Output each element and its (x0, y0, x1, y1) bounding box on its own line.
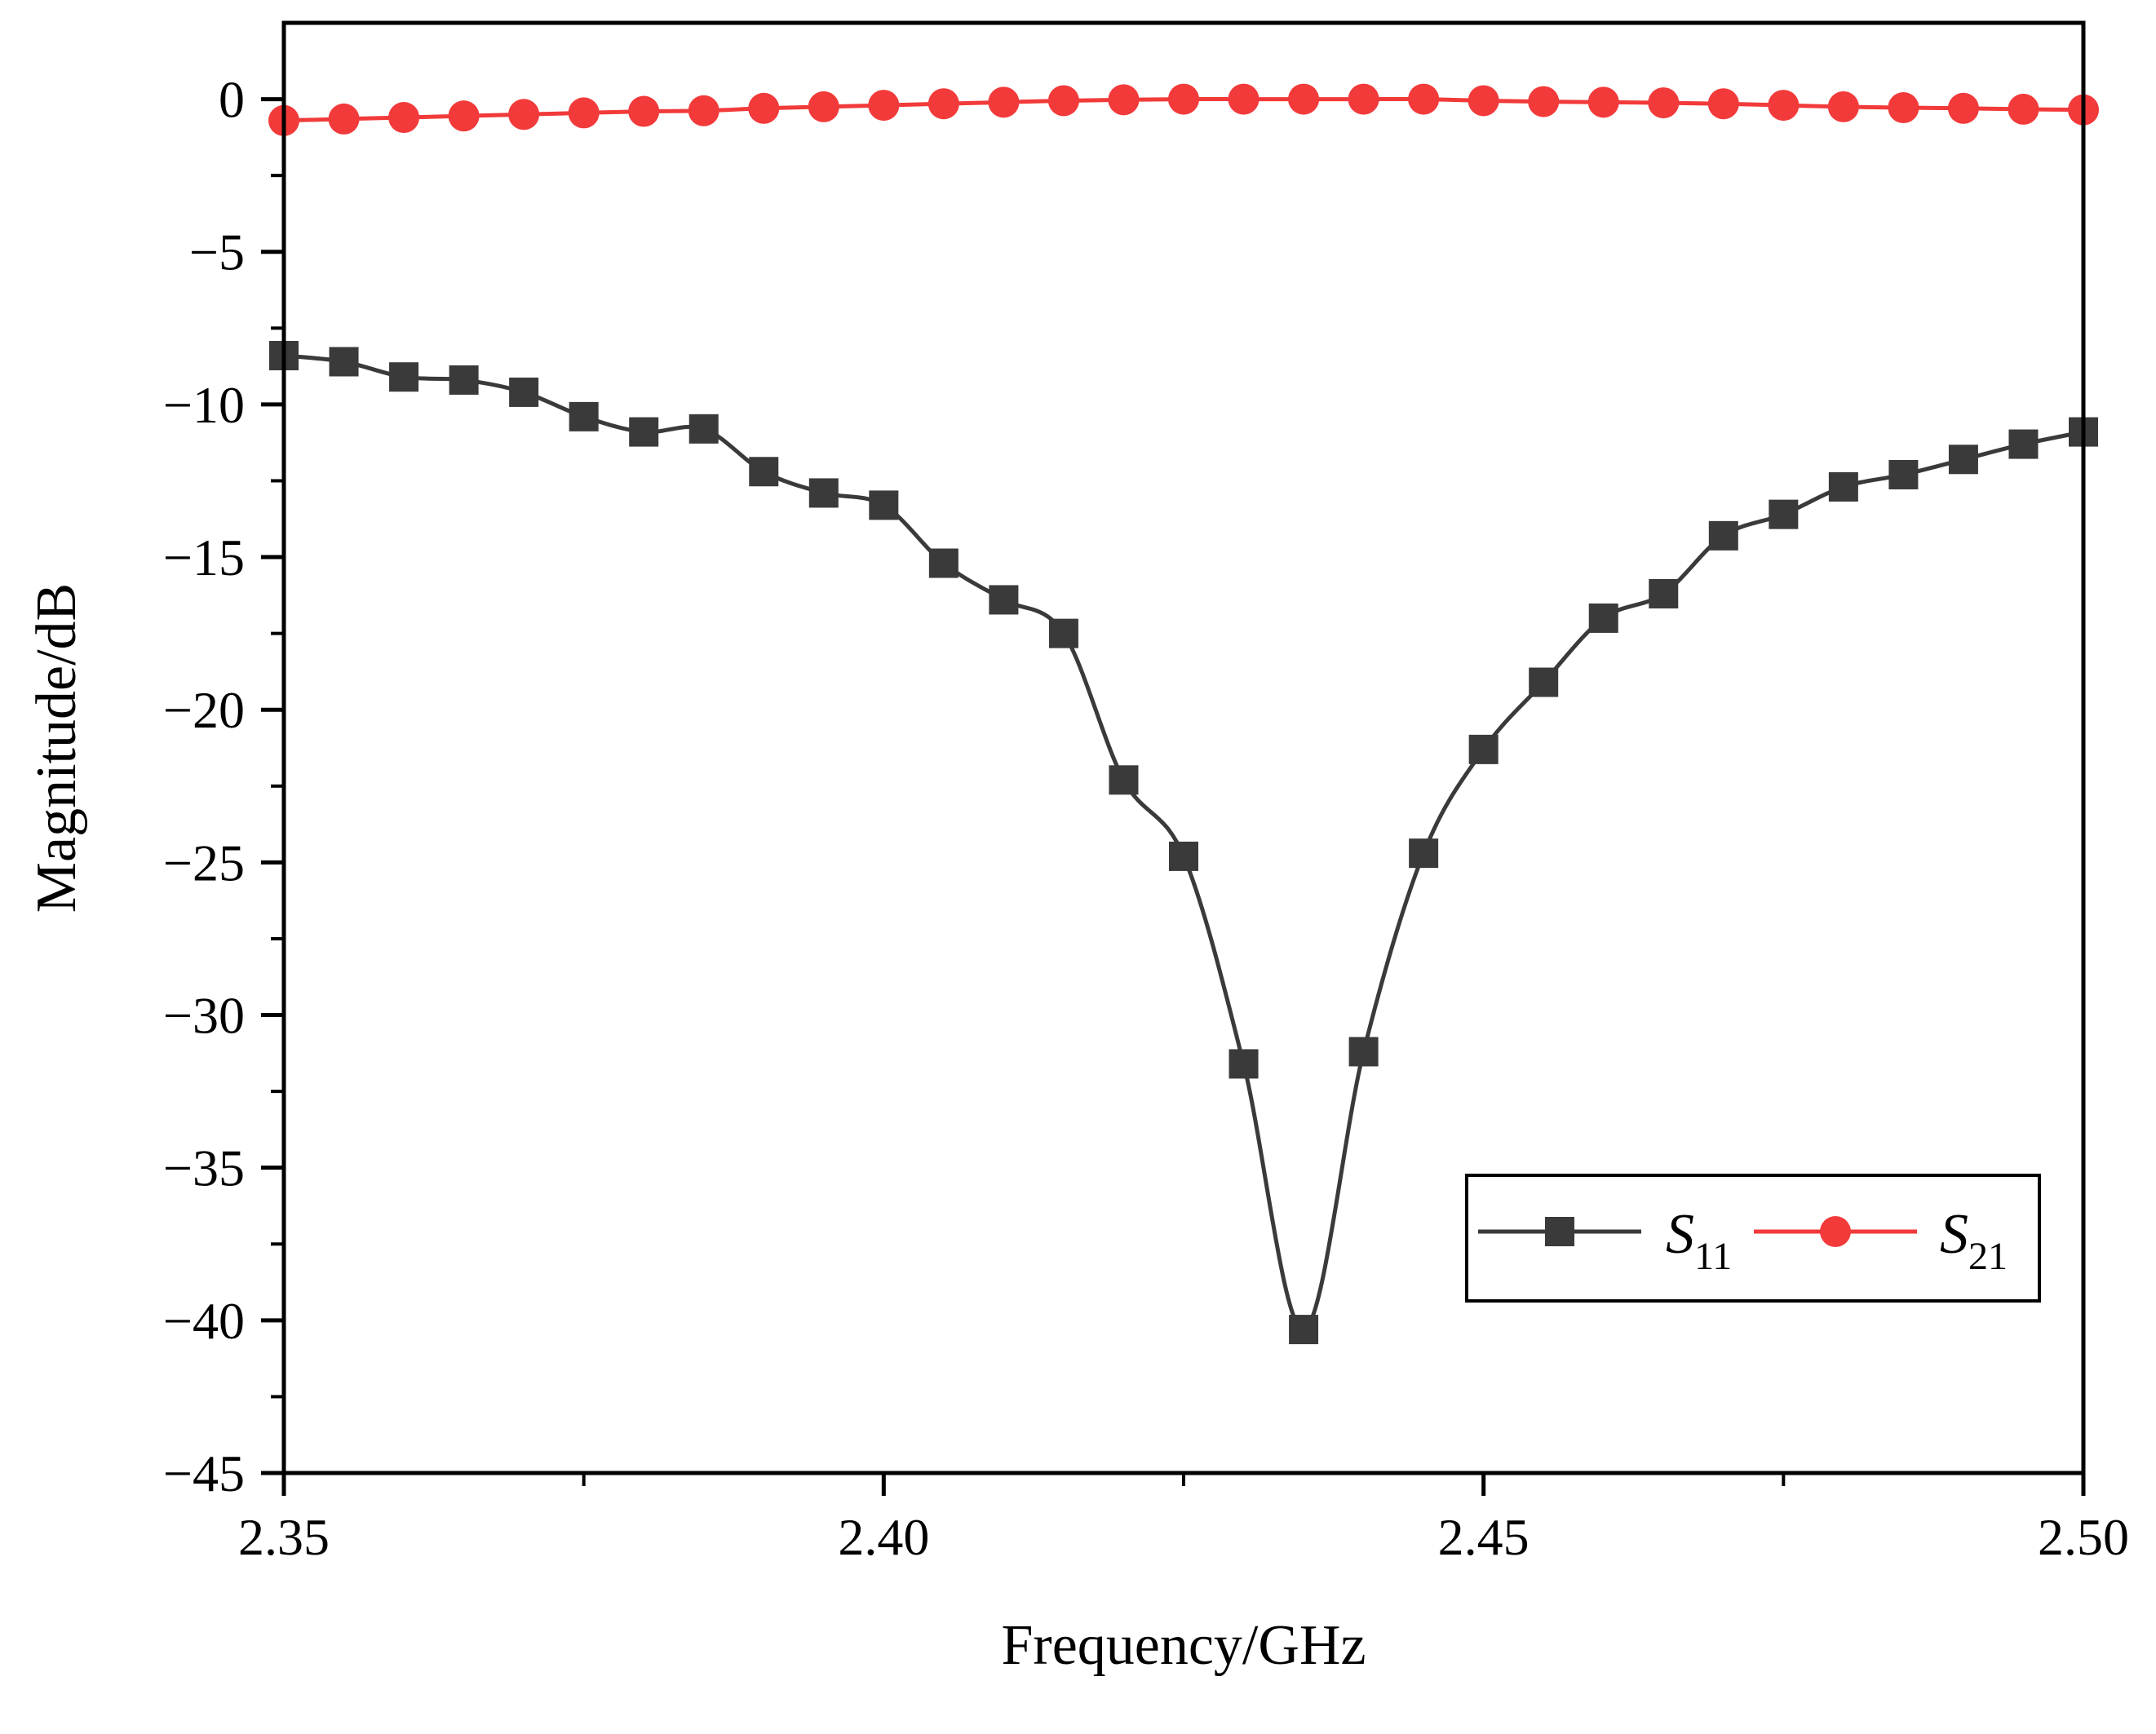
x-tick-label: 2.45 (1438, 1508, 1530, 1566)
x-axis: 2.35 2.40 2.45 2.50 (238, 1473, 2129, 1566)
s21-point (1288, 83, 1320, 115)
s21-point (1768, 90, 1800, 122)
s11-point (1649, 578, 1679, 608)
s21-point (1468, 85, 1499, 117)
s11-point (1409, 838, 1439, 869)
s11-point (1348, 1037, 1379, 1067)
y-tick-label: −45 (163, 1444, 245, 1502)
legend-s21-label: S21 (1940, 1203, 2008, 1278)
s11-point (1289, 1315, 1319, 1345)
y-tick-label: −40 (163, 1292, 245, 1350)
s21-point (1827, 91, 1859, 122)
s21-point (2008, 93, 2039, 125)
s11-point (688, 414, 719, 444)
s21-point (1108, 84, 1140, 116)
legend-s21-main: S (1940, 1203, 1968, 1266)
y-axis: 0 −5 −10 −15 −20 −25 −30 −35 −40 −45 (163, 71, 284, 1502)
s11-point (1529, 667, 1559, 697)
s21-point (1648, 87, 1680, 119)
s21-point (508, 99, 540, 130)
s21-point (988, 86, 1020, 118)
legend-box (1465, 1174, 2041, 1303)
s11-point (1229, 1049, 1259, 1079)
s11-point (1828, 471, 1858, 502)
s21-point (1528, 86, 1560, 117)
x-axis-title: Frequency/GHz (1001, 1614, 1366, 1677)
x-tick-label: 2.40 (838, 1508, 929, 1566)
s11-point (1948, 445, 1978, 475)
legend-s21-marker (1820, 1216, 1851, 1247)
s11-series (269, 341, 2098, 1345)
s11-point (1769, 499, 1799, 529)
s11-point (1588, 603, 1618, 633)
x-tick-label: 2.35 (238, 1508, 330, 1566)
s21-point (328, 103, 360, 135)
y-tick-label: −35 (163, 1139, 245, 1197)
y-tick-label: −10 (163, 376, 245, 434)
s11-point (329, 347, 359, 377)
legend-s21-sub: 21 (1968, 1235, 2008, 1278)
s11-point (1048, 618, 1078, 648)
s11-point (749, 457, 779, 487)
y-tick-label: −20 (163, 681, 245, 739)
s11-point (1109, 765, 1139, 795)
y-axis-title: Magnitude/dB (25, 583, 88, 913)
s21-point (628, 95, 660, 127)
s21-point (568, 97, 600, 129)
y-tick-label: −25 (163, 834, 245, 891)
y-tick-label: 0 (219, 71, 245, 129)
s11-point (989, 585, 1019, 615)
s21-point (448, 100, 480, 132)
s11-point (1708, 520, 1738, 551)
s11-point (1888, 459, 1919, 489)
s11-point (2008, 429, 2039, 459)
s21-point (1947, 92, 1979, 124)
s21-point (1047, 85, 1079, 117)
s21-point (868, 90, 900, 122)
s21-point (1408, 83, 1440, 115)
legend-s11-label: S11 (1666, 1203, 1732, 1278)
legend-s11-marker (1545, 1217, 1574, 1246)
s11-point (928, 548, 958, 578)
legend-s11-sub: 11 (1694, 1235, 1732, 1278)
s21-point (1707, 88, 1739, 120)
s11-point (869, 490, 899, 520)
s21-point (808, 91, 839, 122)
y-tick-label: −15 (163, 529, 245, 586)
s11-point (389, 362, 419, 392)
s21-point (1228, 83, 1260, 115)
s21-point (927, 88, 959, 120)
s21-point (1587, 86, 1619, 118)
s21-point (748, 92, 780, 124)
s11-point (808, 478, 839, 508)
s21-point (1348, 83, 1379, 115)
s21-point (688, 95, 719, 126)
y-tick-label: −5 (189, 223, 245, 281)
legend: S11 S21 (1465, 1174, 2041, 1303)
s11-point (1169, 841, 1198, 871)
x-tick-label: 2.50 (2038, 1508, 2129, 1566)
s21-point (1888, 92, 1919, 124)
legend-s11-main: S (1666, 1203, 1694, 1266)
y-tick-label: −30 (163, 987, 245, 1045)
s11-point (629, 417, 659, 447)
s11-point (569, 401, 599, 431)
s21-series (268, 83, 2099, 136)
s21-point (388, 102, 420, 134)
s11-point (1468, 734, 1499, 764)
s21-point (1168, 83, 1199, 115)
s11-point (509, 377, 539, 407)
s11-point (449, 365, 479, 395)
